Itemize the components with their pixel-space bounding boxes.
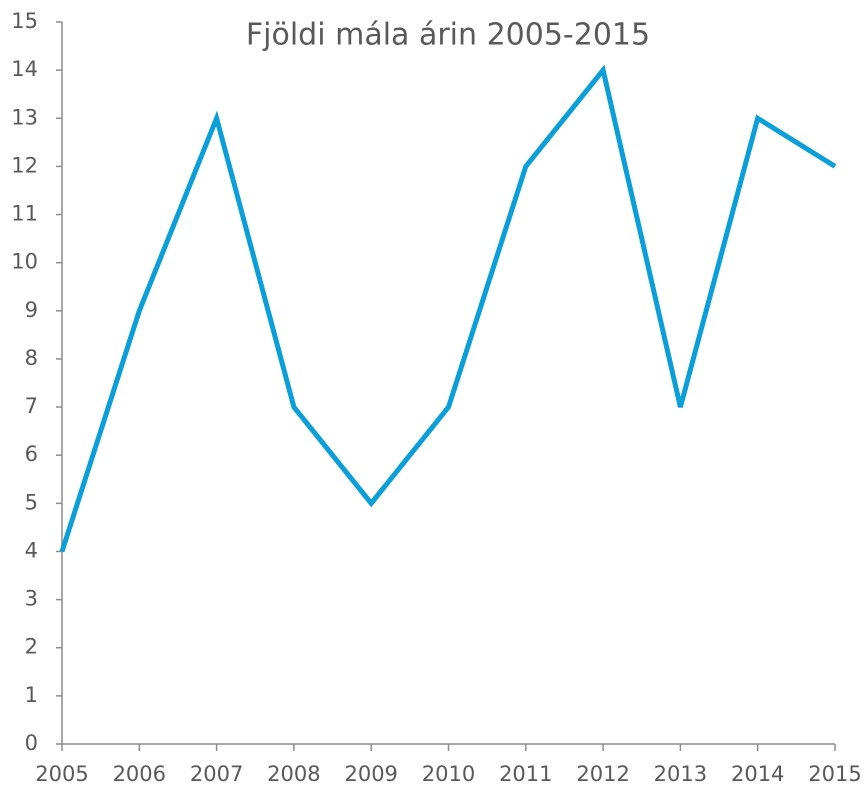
x-tick-label: 2006 bbox=[113, 762, 166, 786]
x-tick-label: 2009 bbox=[344, 762, 397, 786]
x-tick-label: 2008 bbox=[267, 762, 320, 786]
y-tick-label: 7 bbox=[25, 394, 38, 418]
y-tick-label: 10 bbox=[11, 250, 38, 274]
y-tick-label: 3 bbox=[25, 587, 38, 611]
y-tick-label: 6 bbox=[25, 442, 38, 466]
y-tick-label: 11 bbox=[11, 202, 38, 226]
x-tick-label: 2005 bbox=[35, 762, 88, 786]
y-tick-label: 4 bbox=[25, 538, 38, 562]
data-line bbox=[59, 64, 837, 553]
y-tick-label: 2 bbox=[25, 635, 38, 659]
x-tick-label: 2007 bbox=[190, 762, 243, 786]
y-tick-label: 5 bbox=[25, 490, 38, 514]
y-tick-label: 0 bbox=[25, 731, 38, 755]
y-tick-label: 8 bbox=[25, 346, 38, 370]
y-tick-label: 1 bbox=[25, 683, 38, 707]
y-tick-label: 13 bbox=[11, 105, 38, 129]
x-tick-label: 2015 bbox=[808, 762, 861, 786]
x-tick-label: 2013 bbox=[654, 762, 707, 786]
chart-title: Fjöldi mála árin 2005-2015 bbox=[246, 18, 650, 53]
x-tick-label: 2011 bbox=[499, 762, 552, 786]
x-tick-label: 2010 bbox=[422, 762, 475, 786]
y-tick-label: 12 bbox=[11, 153, 38, 177]
y-tick-label: 14 bbox=[11, 57, 38, 81]
y-tick-label: 9 bbox=[25, 298, 38, 322]
x-tick-label: 2012 bbox=[576, 762, 629, 786]
x-tick-label: 2014 bbox=[731, 762, 784, 786]
y-tick-label: 15 bbox=[11, 9, 38, 33]
